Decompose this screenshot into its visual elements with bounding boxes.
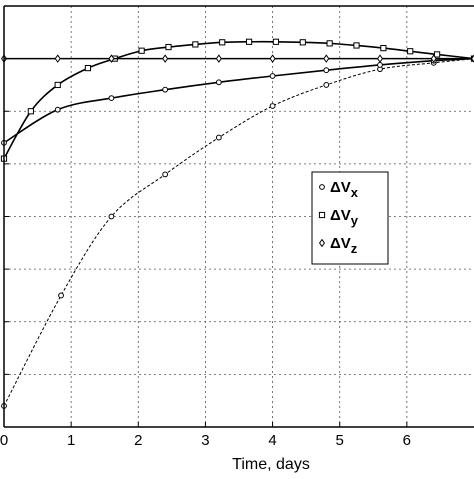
series-layer [0,38,474,409]
legend-entry: ΔVx [319,179,359,200]
grid [4,6,474,427]
diamond-marker [162,54,169,63]
series-2 [0,38,474,162]
series-line [3,57,474,144]
circle-marker [162,86,169,93]
square-marker [27,108,34,115]
x-axis-label: Time, days [232,456,310,473]
circle-marker [54,106,61,113]
series-line [3,58,474,407]
legend-label: ΔVx [330,179,359,200]
square-marker [219,39,226,46]
circle-marker [319,184,325,190]
square-marker [326,40,333,47]
diamond-marker [54,54,61,63]
square-marker [138,47,145,54]
diamond-marker [215,54,222,63]
circle-marker [162,171,169,178]
square-marker [299,39,306,46]
x-tick-label: 5 [336,432,344,449]
series-4 [0,54,474,63]
legend-label-subscript: z [351,241,358,256]
diamond-marker [108,54,115,63]
x-tick-label: 4 [268,432,276,449]
circle-marker [108,213,115,220]
legend-label-base: ΔV [330,179,351,196]
legend-entry: ΔVy [318,207,359,228]
square-marker [353,42,360,49]
diamond-marker [430,54,437,63]
circle-marker [108,95,115,101]
tick-labels: 0 1 2 3 4 5 6 [0,432,411,449]
x-tick-label: 6 [403,432,411,449]
legend-label-subscript: x [351,185,359,200]
legend-entry: ΔVz [318,235,358,256]
legend-label-subscript: y [351,213,359,228]
square-marker [54,81,61,89]
square-marker [245,38,253,45]
diamond-marker [376,54,384,63]
x-tick-label: 2 [134,432,142,449]
square-marker [433,51,441,58]
square-marker [272,38,280,45]
square-marker [192,41,199,48]
circle-marker [323,67,330,74]
square-marker [380,45,387,52]
series-3 [1,55,474,146]
circle-marker [58,292,64,299]
circle-marker [269,73,276,79]
circle-marker [215,134,222,141]
plot-frame [3,5,474,428]
diamond-marker [323,54,330,63]
square-marker [165,43,172,51]
legend-label: ΔVy [330,207,359,228]
circle-marker [215,79,222,86]
square-marker [407,48,414,55]
legend-label-base: ΔV [330,207,351,224]
x-tick-label: 3 [201,432,209,449]
circle-marker [269,103,276,109]
legend-label-base: ΔV [330,235,351,252]
diamond-marker [318,238,326,248]
circle-marker [323,82,330,88]
legend-label: ΔVz [330,235,358,256]
square-marker [84,64,92,72]
diamond-marker [470,54,474,63]
diamond-marker [269,54,276,63]
x-tick-label: 0 [0,432,8,449]
series-1 [1,55,474,409]
x-tick-label: 1 [67,432,75,449]
square-marker [318,211,326,219]
circle-marker [377,62,383,68]
